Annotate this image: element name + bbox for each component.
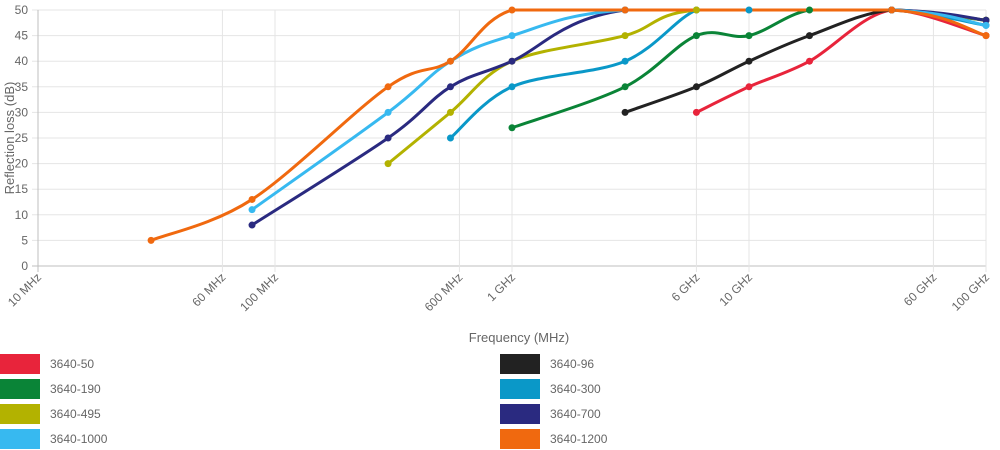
data-point-3640-1200[interactable] <box>446 57 454 65</box>
x-tick-label: 60 GHz <box>901 270 940 309</box>
data-point-3640-190[interactable] <box>508 124 516 132</box>
legend-item[interactable]: 3640-96 <box>500 354 594 374</box>
data-point-3640-495[interactable] <box>692 6 700 14</box>
legend-swatch <box>500 354 540 374</box>
data-point-3640-1000[interactable] <box>508 32 516 40</box>
legend-swatch <box>0 379 40 399</box>
legend-label: 3640-700 <box>550 407 601 421</box>
reflection-loss-chart: 0 5 10 15 20 25 30 35 40 45 50 10 MHz 60 MHz 100 MHz… <box>2 3 992 345</box>
data-point-3640-1200[interactable] <box>888 6 896 14</box>
legend-swatch <box>500 379 540 399</box>
series-line-3640-700 <box>250 8 988 227</box>
x-tick-label: 10 GHz <box>716 270 755 309</box>
x-axis-tick-labels: 10 MHz 60 MHz 100 MHz 600 MHz 1 GHz 6 GHz 10 G… <box>5 270 992 314</box>
legend-swatch <box>500 404 540 424</box>
legend-label: 3640-190 <box>50 382 101 396</box>
data-point-3640-495[interactable] <box>446 108 454 116</box>
x-axis-title: Frequency (MHz) <box>469 330 569 345</box>
data-point-3640-96[interactable] <box>745 57 753 65</box>
data-point-3640-300[interactable] <box>508 83 516 91</box>
data-point-3640-300[interactable] <box>745 6 753 14</box>
data-point-3640-190[interactable] <box>692 32 700 40</box>
legend-item[interactable]: 3640-1000 <box>0 429 107 449</box>
legend-label: 3640-96 <box>550 357 595 371</box>
data-point-3640-50[interactable] <box>692 108 700 116</box>
y-axis-title: Reflection loss (dB) <box>2 82 17 195</box>
y-tick-label: 20 <box>15 157 29 171</box>
y-tick-label: 15 <box>15 182 29 196</box>
data-point-3640-50[interactable] <box>745 83 753 91</box>
legend-item[interactable]: 3640-300 <box>500 379 601 399</box>
legend: 3640-50 3640-96 3640-190 3640-300 3640-495 36… <box>0 352 1000 450</box>
legend-item[interactable]: 3640-50 <box>0 354 94 374</box>
series-lines <box>149 8 988 242</box>
data-point-3640-50[interactable] <box>805 57 813 65</box>
y-tick-label: 50 <box>15 3 29 17</box>
legend-label: 3640-1200 <box>550 432 608 446</box>
data-point-3640-495[interactable] <box>384 160 392 168</box>
x-tick-label: 60 MHz <box>189 270 228 309</box>
legend-swatch <box>0 429 40 449</box>
series-line-3640-1200 <box>149 8 988 242</box>
legend-label: 3640-1000 <box>50 432 108 446</box>
data-point-3640-1000[interactable] <box>384 108 392 116</box>
series-points <box>147 6 990 244</box>
data-point-3640-1200[interactable] <box>508 6 516 14</box>
legend-swatch <box>0 404 40 424</box>
y-tick-label: 0 <box>21 259 28 273</box>
legend-swatch <box>500 429 540 449</box>
grid-lines <box>32 9 987 272</box>
data-point-3640-300[interactable] <box>621 57 629 65</box>
data-point-3640-190[interactable] <box>805 6 813 14</box>
data-point-3640-700[interactable] <box>384 134 392 142</box>
y-tick-label: 10 <box>15 208 29 222</box>
data-point-3640-1200[interactable] <box>384 83 392 91</box>
legend-swatch <box>0 354 40 374</box>
data-point-3640-190[interactable] <box>745 32 753 40</box>
y-tick-label: 40 <box>15 54 29 68</box>
x-tick-label: 6 GHz <box>669 270 703 304</box>
y-tick-label: 35 <box>15 80 29 94</box>
x-tick-label: 600 MHz <box>422 270 466 314</box>
data-point-3640-190[interactable] <box>621 83 629 91</box>
legend-item[interactable]: 3640-495 <box>0 404 101 424</box>
legend-label: 3640-50 <box>50 357 95 371</box>
data-point-3640-700[interactable] <box>508 57 516 65</box>
data-point-3640-96[interactable] <box>621 108 629 116</box>
legend-item[interactable]: 3640-190 <box>0 379 101 399</box>
y-tick-label: 5 <box>21 233 28 247</box>
data-point-3640-495[interactable] <box>621 32 629 40</box>
data-point-3640-300[interactable] <box>446 134 454 142</box>
x-tick-label: 100 GHz <box>949 270 992 313</box>
data-point-3640-96[interactable] <box>692 83 700 91</box>
data-point-3640-1200[interactable] <box>621 6 629 14</box>
legend-label: 3640-300 <box>550 382 601 396</box>
data-point-3640-700[interactable] <box>982 16 990 24</box>
data-point-3640-1200[interactable] <box>147 236 155 244</box>
y-tick-label: 25 <box>15 131 29 145</box>
x-tick-label: 10 MHz <box>5 270 44 309</box>
x-tick-label: 100 MHz <box>237 270 281 314</box>
y-tick-label: 45 <box>15 29 29 43</box>
legend-label: 3640-495 <box>50 407 101 421</box>
data-point-3640-1200[interactable] <box>248 195 256 203</box>
legend-item[interactable]: 3640-700 <box>500 404 601 424</box>
data-point-3640-1200[interactable] <box>982 32 990 40</box>
data-point-3640-700[interactable] <box>248 221 256 229</box>
y-tick-label: 30 <box>15 105 29 119</box>
data-point-3640-96[interactable] <box>805 32 813 40</box>
x-tick-label: 1 GHz <box>484 270 518 304</box>
data-point-3640-700[interactable] <box>446 83 454 91</box>
series-line-3640-1000 <box>250 8 988 212</box>
legend-item[interactable]: 3640-1200 <box>500 429 607 449</box>
y-axis-tick-labels: 0 5 10 15 20 25 30 35 40 45 50 <box>15 3 29 273</box>
data-point-3640-1000[interactable] <box>982 21 990 29</box>
data-point-3640-1000[interactable] <box>248 206 256 214</box>
